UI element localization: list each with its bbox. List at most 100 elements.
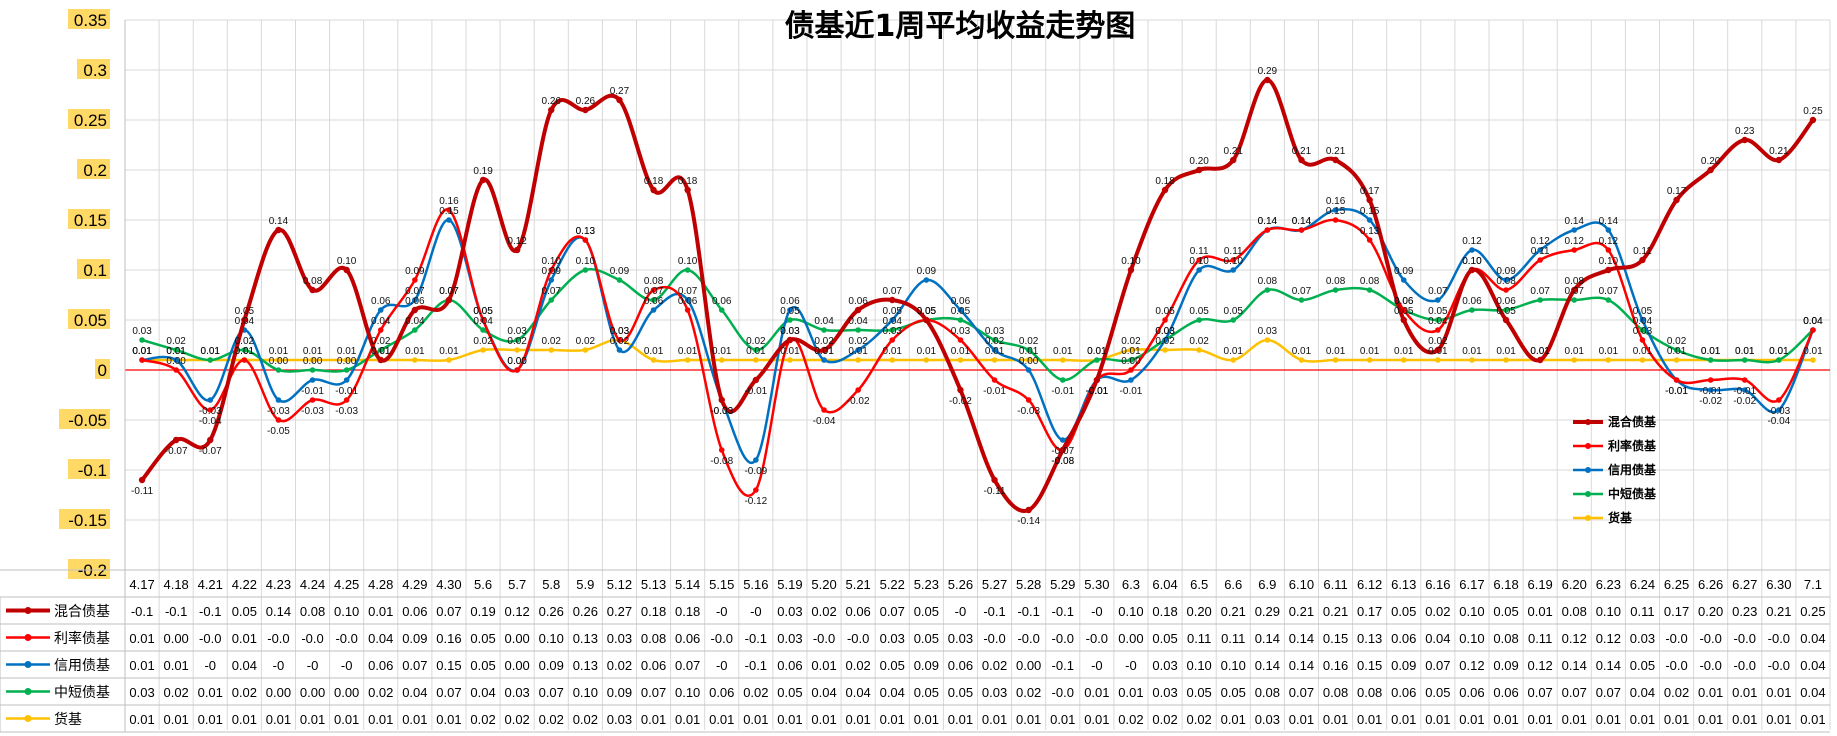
- data-label: 0.03: [985, 326, 1005, 337]
- data-label: 0.02: [542, 336, 562, 347]
- data-label: 0.05: [473, 306, 493, 317]
- data-label: 0.04: [371, 316, 391, 327]
- data-label: 0.15: [1360, 206, 1380, 217]
- data-label: 0.01: [644, 346, 664, 357]
- table-cell: 0.18: [641, 604, 666, 619]
- y-tick-bg: [77, 59, 110, 79]
- data-label: 0.07: [883, 286, 903, 297]
- table-cell: -0: [273, 658, 285, 673]
- data-point: [1128, 347, 1134, 353]
- data-label: 0.03: [780, 326, 800, 337]
- table-cell: 0.06: [1391, 685, 1416, 700]
- data-point: [1366, 237, 1373, 243]
- y-tick-bg: [68, 559, 110, 579]
- data-label: 0.04: [883, 316, 903, 327]
- data-label: 0.10: [678, 256, 698, 267]
- legend-label: 信用债基: [1608, 462, 1657, 477]
- data-label: 0.09: [610, 266, 630, 277]
- data-label: 0.05: [917, 306, 937, 317]
- data-point: [1605, 227, 1612, 233]
- table-cell: 0.21: [1289, 604, 1314, 619]
- table-cell: 0.02: [607, 658, 632, 673]
- data-point: [1366, 196, 1373, 204]
- data-point: [275, 417, 282, 423]
- data-point: [1196, 347, 1202, 353]
- data-label: 0.03: [951, 326, 971, 337]
- data-point: [718, 447, 725, 453]
- table-cell: 0.03: [777, 631, 802, 646]
- table-cell: 0.05: [1630, 658, 1655, 673]
- data-point: [889, 357, 896, 363]
- table-cell: 0.03: [777, 604, 802, 619]
- data-point: [1298, 357, 1305, 363]
- table-cell: 0.20: [1698, 604, 1723, 619]
- data-label: 0.01: [1394, 346, 1414, 357]
- y-tick-bg: [68, 309, 110, 329]
- data-point: [343, 397, 350, 403]
- table-cell: 0.01: [1357, 712, 1382, 727]
- data-label: -0.01: [1085, 386, 1108, 397]
- table-cell: 0.05: [914, 685, 939, 700]
- data-label: 0.12: [1462, 236, 1482, 247]
- data-point: [480, 347, 486, 353]
- table-cell: 0.02: [1016, 685, 1041, 700]
- table-cell: 0.02: [1118, 712, 1143, 727]
- data-label: 0.04: [473, 316, 493, 327]
- table-cell: 0.01: [1766, 712, 1791, 727]
- table-cell: 0.09: [1493, 658, 1518, 673]
- table-cell: -0.1: [131, 604, 153, 619]
- table-cell: 0.05: [914, 631, 939, 646]
- data-point: [1809, 116, 1817, 124]
- table-cell: -0.0: [199, 631, 221, 646]
- table-cell: 0.06: [709, 685, 734, 700]
- table-cell: 0.19: [470, 604, 495, 619]
- data-label: 0.01: [337, 346, 357, 357]
- data-label: 0.01: [883, 346, 903, 357]
- table-cell: 0.14: [1596, 658, 1621, 673]
- table-cell: 0.01: [1221, 712, 1246, 727]
- data-point: [889, 317, 896, 323]
- data-point: [207, 436, 214, 444]
- table-cell: -0.0: [1052, 631, 1074, 646]
- data-point: [889, 327, 896, 333]
- data-label: 0.02: [985, 336, 1005, 347]
- legend-marker: [1585, 491, 1591, 497]
- table-cell: -0.0: [1086, 631, 1108, 646]
- data-point: [1434, 346, 1442, 354]
- data-label: -0.04: [813, 416, 836, 427]
- y-tick-bg: [59, 509, 110, 529]
- table-cell: 0.01: [1596, 712, 1621, 727]
- data-label: 0.10: [1462, 256, 1482, 267]
- data-label: 0.16: [439, 196, 459, 207]
- x-tick-label: 5.12: [607, 577, 632, 592]
- table-cell: 0.15: [1357, 658, 1382, 673]
- data-label: 0.01: [132, 346, 152, 357]
- table-cell: 0.20: [1186, 604, 1211, 619]
- data-label: 0.09: [1394, 266, 1414, 277]
- data-label: 0.01: [1599, 346, 1619, 357]
- data-label: 0.01: [1701, 346, 1721, 357]
- data-label: 0.01: [166, 346, 186, 357]
- table-cell: 0.14: [1255, 658, 1280, 673]
- data-point: [1605, 297, 1612, 303]
- legend-marker: [1585, 467, 1591, 473]
- data-label: 0.11: [1224, 246, 1243, 257]
- table-cell: 0.01: [368, 604, 393, 619]
- data-point: [1502, 316, 1510, 324]
- data-point: [991, 476, 998, 484]
- table-cell: 0.01: [1323, 712, 1348, 727]
- data-point: [1059, 446, 1066, 454]
- x-tick-label: 4.17: [129, 577, 154, 592]
- x-tick-label: 5.16: [743, 577, 768, 592]
- data-point: [957, 386, 964, 394]
- data-point: [957, 317, 964, 323]
- data-label: 0.26: [542, 96, 562, 107]
- table-cell: 0.21: [1221, 604, 1246, 619]
- legend-marker: [1585, 515, 1591, 521]
- x-tick-label: 4.28: [368, 577, 393, 592]
- data-label: 0.14: [1599, 216, 1619, 227]
- data-label: -0.08: [1051, 456, 1074, 467]
- data-label: 0.12: [1565, 236, 1585, 247]
- table-cell: -0.0: [1734, 658, 1756, 673]
